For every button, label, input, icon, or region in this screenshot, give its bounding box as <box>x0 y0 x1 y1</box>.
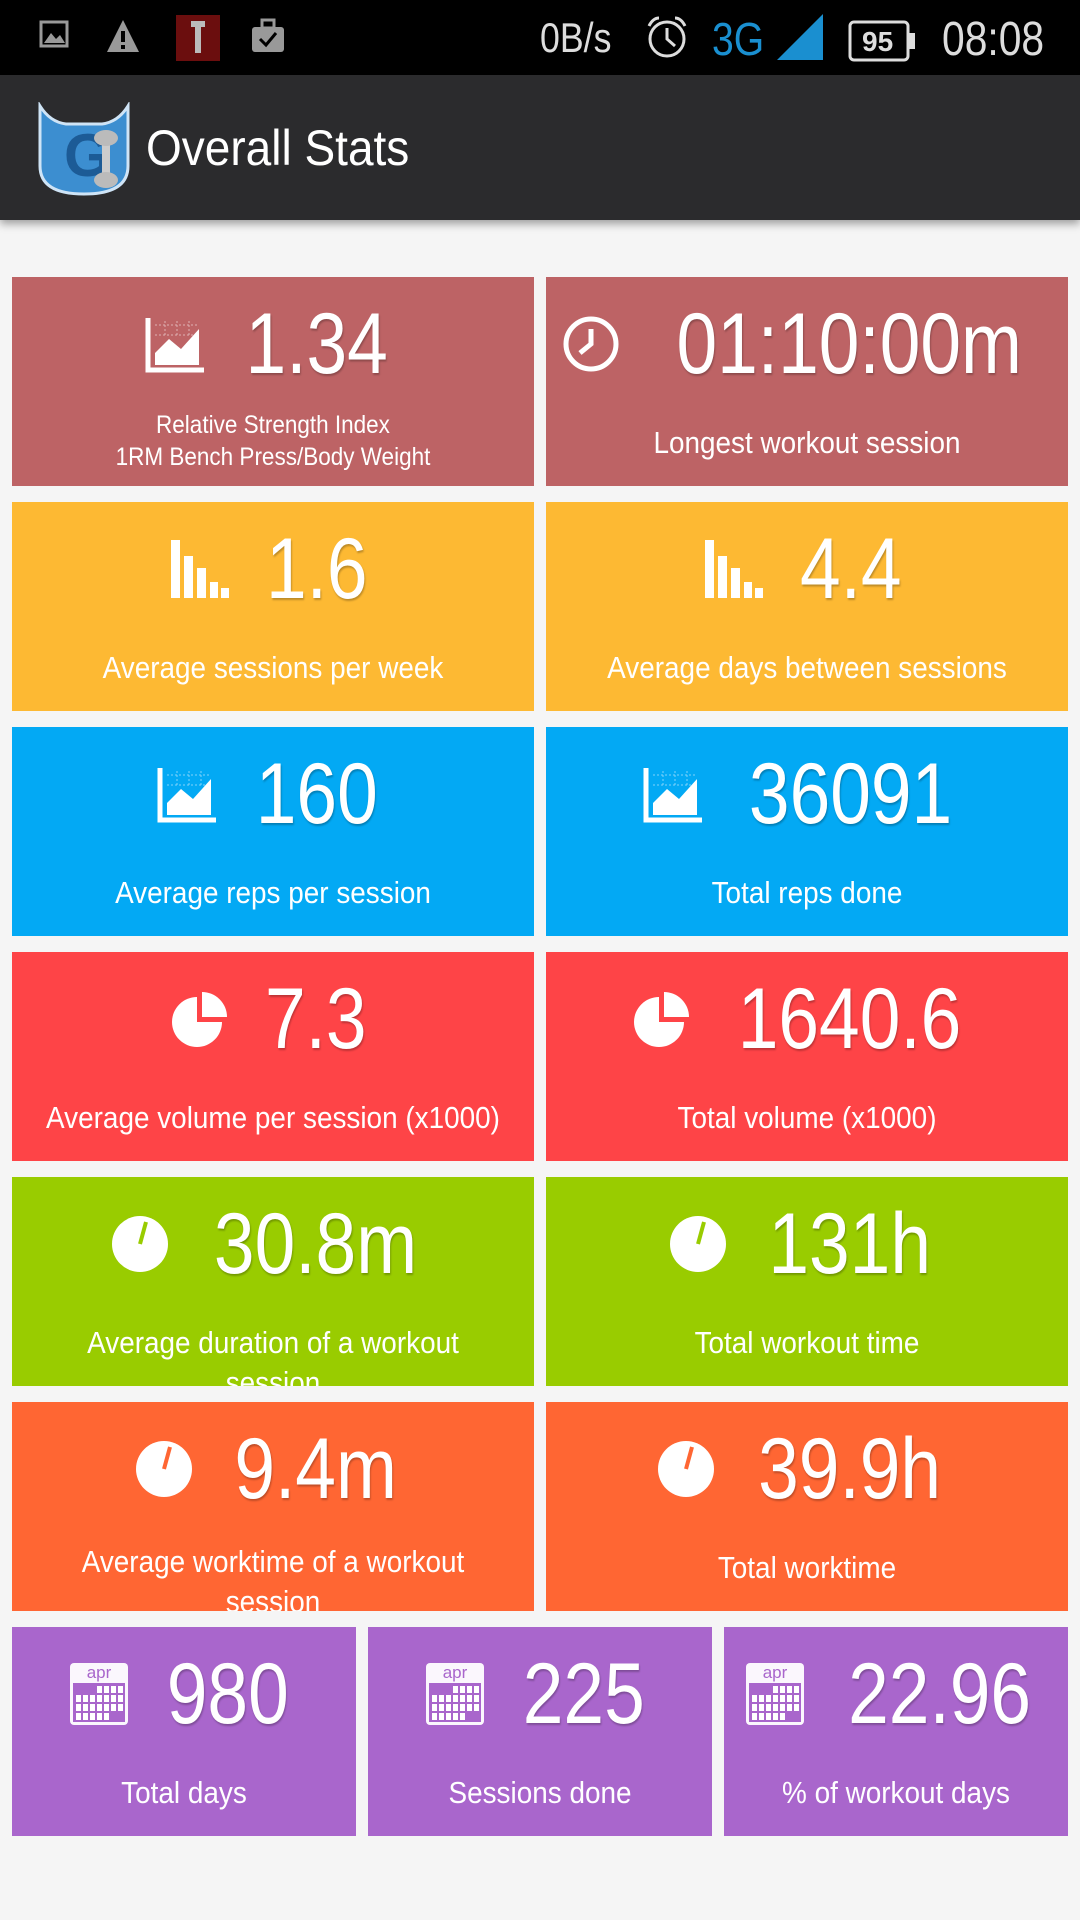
bar-chart-icon <box>169 538 231 600</box>
stat-label: Sessions done <box>448 1775 632 1810</box>
bar-chart-icon <box>703 538 765 600</box>
stat-tile: 36091 Total reps done <box>546 727 1068 936</box>
stat-tile: apr 980 Total days <box>12 1627 356 1836</box>
alarm-icon <box>647 16 687 58</box>
signal-icon <box>777 14 823 60</box>
stat-tile: 9.4m Average worktime of a workout sessio… <box>12 1402 534 1611</box>
stat-value: 131h <box>768 1195 932 1292</box>
stat-value: 39.9h <box>758 1420 942 1517</box>
stat-label: % of workout days <box>782 1775 1010 1810</box>
stat-value: 30.8m <box>214 1195 418 1292</box>
app-logo[interactable]: G <box>36 102 132 198</box>
stat-value: 225 <box>523 1645 645 1742</box>
stat-value: 980 <box>167 1645 289 1742</box>
stat-value: 1.6 <box>266 520 368 617</box>
stat-label: Average duration of a workout session <box>87 1325 459 1386</box>
stat-label: Average worktime of a workout session <box>81 1544 465 1611</box>
stat-label: Total volume (x1000) <box>677 1100 937 1135</box>
stat-tile: 131h Total workout time <box>546 1177 1068 1386</box>
battery-level: 95 <box>862 26 894 57</box>
timer-icon <box>134 1439 194 1499</box>
stat-tile: 39.9h Total worktime <box>546 1402 1068 1611</box>
network-type: 3G <box>712 13 765 65</box>
stat-tile: 4.4 Average days between sessions <box>546 502 1068 711</box>
stat-tile: apr 22.96 % of workout days <box>724 1627 1068 1836</box>
stat-label: Total worktime <box>717 1550 897 1585</box>
warning-icon <box>107 20 139 52</box>
stat-label: Average sessions per week <box>102 650 444 685</box>
stat-label: Relative Strength Index 1RM Bench Press/… <box>115 411 431 471</box>
calendar-icon: apr <box>68 1661 130 1727</box>
stat-value: 1.34 <box>245 295 389 392</box>
stat-value: 22.96 <box>848 1645 1032 1742</box>
stat-label: Total workout time <box>694 1325 920 1360</box>
stat-label: Average days between sessions <box>607 650 1007 685</box>
stat-tile: 1.34 Relative Strength Index 1RM Bench Pr… <box>12 277 534 486</box>
svg-text:apr: apr <box>87 1663 112 1682</box>
stat-value: 1640.6 <box>738 970 962 1067</box>
clock: 08:08 <box>942 13 1045 66</box>
stat-label: Total days <box>121 1775 247 1810</box>
stat-tile: 01:10:00m Longest workout session <box>546 277 1068 486</box>
status-bar: 0B/s 3G 95 08:08 <box>0 0 1080 75</box>
calendar-icon: apr <box>424 1661 486 1727</box>
svg-text:apr: apr <box>443 1663 468 1682</box>
timer-icon <box>668 1214 728 1274</box>
stat-value: 36091 <box>749 745 953 842</box>
briefcase-check-icon <box>252 18 284 52</box>
area-chart-icon <box>643 765 705 823</box>
area-chart-icon <box>145 315 207 373</box>
stat-tile: 7.3 Average volume per session (x1000) <box>12 952 534 1161</box>
stat-label: Total reps done <box>711 875 903 910</box>
stat-value: 7.3 <box>265 970 367 1067</box>
stat-value: 4.4 <box>800 520 902 617</box>
calendar-icon: apr <box>744 1661 806 1727</box>
stat-tile: 160 Average reps per session <box>12 727 534 936</box>
stat-tile: 1640.6 Total volume (x1000) <box>546 952 1068 1161</box>
clock-icon <box>562 315 620 373</box>
battery-icon <box>848 20 915 62</box>
area-chart-icon <box>157 765 219 823</box>
timer-icon <box>110 1214 170 1274</box>
app-bar: G Overall Stats <box>0 75 1080 220</box>
image-icon <box>39 20 69 48</box>
stat-value: 160 <box>256 745 378 842</box>
pie-chart-icon <box>632 989 692 1049</box>
stat-value: 01:10:00m <box>676 295 1022 392</box>
stat-tile: 1.6 Average sessions per week <box>12 502 534 711</box>
stat-label: Average volume per session (x1000) <box>46 1100 500 1135</box>
stat-value: 9.4m <box>234 1420 398 1517</box>
usb-debug-icon <box>176 15 220 61</box>
stat-label: Average reps per session <box>115 875 431 910</box>
stat-tile: 30.8m Average duration of a workout sessi… <box>12 1177 534 1386</box>
net-speed: 0B/s <box>540 14 612 61</box>
stat-label: Longest workout session <box>653 425 961 460</box>
page-title: Overall Stats <box>146 120 410 176</box>
svg-text:apr: apr <box>763 1663 788 1682</box>
pie-chart-icon <box>170 989 230 1049</box>
timer-icon <box>656 1439 716 1499</box>
stat-tile: apr 225 Sessions done <box>368 1627 712 1836</box>
